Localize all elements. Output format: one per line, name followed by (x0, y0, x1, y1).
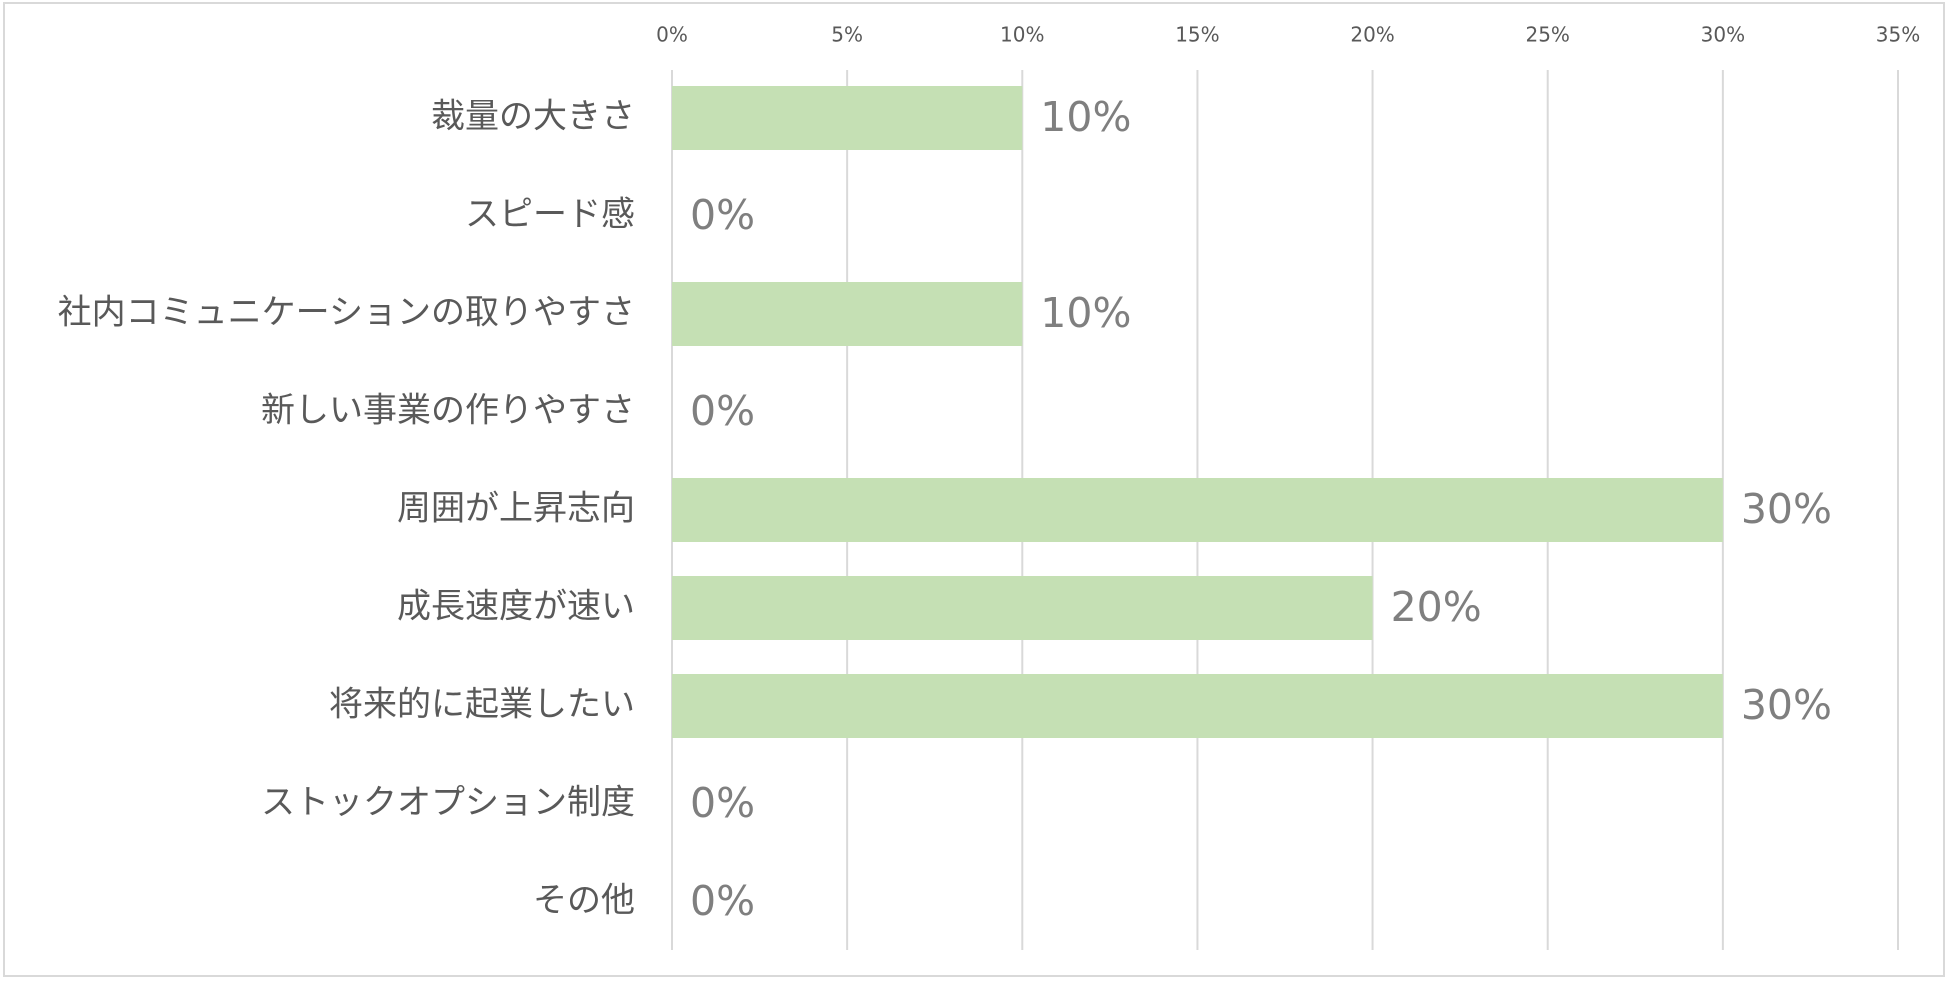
category-label: 裁量の大きさ (431, 97, 635, 137)
category-label: 周囲が上昇志向 (397, 489, 635, 529)
bars (672, 86, 1723, 738)
x-tick-label: 35% (1876, 23, 1920, 47)
x-tick-label: 5% (831, 23, 863, 47)
data-label: 20% (1391, 583, 1482, 631)
category-label: スピード感 (465, 195, 635, 235)
data-label: 0% (690, 779, 755, 827)
data-labels: 10% 0% 10% 0% 30% 20% 30% 0% 0% (690, 93, 1832, 925)
data-label: 30% (1741, 681, 1832, 729)
chart-frame: 0% 5% 10% 15% 20% 25% 30% 35% 裁量の大きさスピード感社内コミュニ… (3, 2, 1945, 977)
data-label: 0% (690, 877, 755, 925)
category-label: 新しい事業の作りやすさ (261, 391, 635, 431)
x-tick-label: 15% (1175, 23, 1219, 47)
bar (672, 282, 1023, 346)
data-label: 0% (690, 191, 755, 239)
x-axis-ticks: 0% 5% 10% 15% 20% 25% 30% 35% (656, 23, 1920, 47)
data-label: 0% (690, 387, 755, 435)
category-label: ストックオプション制度 (261, 783, 635, 823)
x-tick-label: 30% (1701, 23, 1745, 47)
category-labels: 裁量の大きさスピード感社内コミュニケーションの取りやすさ新しい事業の作りやすさ周… (58, 97, 635, 921)
x-tick-label: 10% (1000, 23, 1044, 47)
bar (672, 674, 1723, 738)
x-tick-label: 25% (1525, 23, 1569, 47)
horizontal-bar-chart: 0% 5% 10% 15% 20% 25% 30% 35% 裁量の大きさスピード感社内コミュニ… (58, 23, 1920, 950)
category-label: 成長速度が速い (397, 587, 635, 627)
bar (672, 478, 1723, 542)
category-label: 社内コミュニケーションの取りやすさ (58, 293, 635, 333)
category-label: 将来的に起業したい (329, 685, 635, 725)
data-label: 30% (1741, 485, 1832, 533)
x-tick-label: 20% (1350, 23, 1394, 47)
category-label: その他 (533, 881, 635, 921)
bar (672, 576, 1373, 640)
x-tick-label: 0% (656, 23, 688, 47)
data-label: 10% (1040, 93, 1131, 141)
bar (672, 86, 1023, 150)
data-label: 10% (1040, 289, 1131, 337)
